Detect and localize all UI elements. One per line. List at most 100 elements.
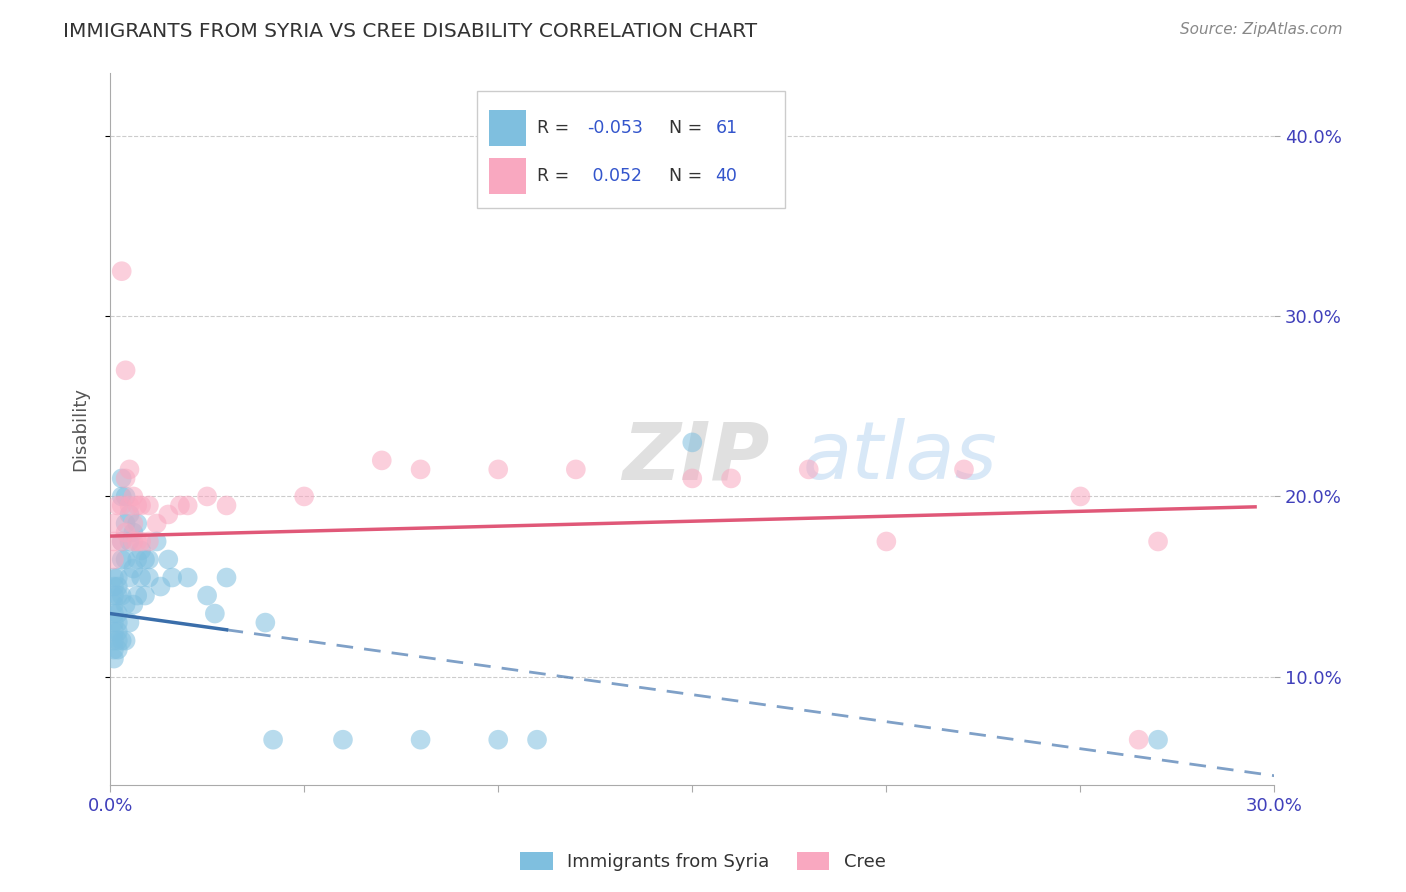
Point [118,508,141,522]
Point [292,490,315,504]
Point [129,543,152,558]
Point [565,462,588,476]
Point [486,462,509,476]
Point [720,471,742,485]
Point [111,589,134,603]
Point [114,525,136,540]
Point [1128,732,1150,747]
Point [681,435,703,450]
Point [111,264,134,278]
Text: R =: R = [537,119,575,136]
Text: N =: N = [669,167,707,186]
Point [177,499,200,513]
Point [107,499,129,513]
Point [114,490,136,504]
Point [103,534,125,549]
Point [797,462,820,476]
Point [118,570,141,584]
Point [114,598,136,612]
Point [107,589,129,603]
Point [138,499,160,513]
Text: ZIP: ZIP [623,418,770,496]
Point [114,552,136,566]
Point [107,607,129,621]
Point [138,534,160,549]
Point [111,471,134,485]
Point [103,552,125,566]
Point [127,499,149,513]
Point [127,516,149,531]
Point [111,552,134,566]
Point [195,589,218,603]
Point [122,561,145,575]
Point [103,580,125,594]
Point [953,462,976,476]
Point [160,570,183,584]
Point [111,534,134,549]
Point [122,598,145,612]
Point [111,490,134,504]
Point [157,508,180,522]
Point [145,516,167,531]
Point [127,552,149,566]
FancyBboxPatch shape [488,110,526,145]
Text: 40: 40 [716,167,738,186]
Point [114,633,136,648]
Point [107,642,129,657]
Point [215,499,238,513]
Point [681,471,703,485]
Point [875,534,897,549]
Point [526,732,548,747]
Point [177,570,200,584]
Point [371,453,394,467]
Point [1147,732,1170,747]
Point [111,534,134,549]
Point [169,499,191,513]
Point [103,516,125,531]
Point [114,363,136,377]
Point [107,580,129,594]
Point [129,534,152,549]
Point [103,607,125,621]
Point [129,570,152,584]
Point [409,462,432,476]
Point [157,552,180,566]
Y-axis label: Disability: Disability [72,387,89,471]
Point [1147,534,1170,549]
Point [262,732,284,747]
Point [114,516,136,531]
Point [195,490,218,504]
Point [118,615,141,630]
Point [254,615,277,630]
Point [103,642,125,657]
Point [138,570,160,584]
Text: IMMIGRANTS FROM SYRIA VS CREE DISABILITY CORRELATION CHART: IMMIGRANTS FROM SYRIA VS CREE DISABILITY… [63,22,758,41]
Point [134,552,156,566]
Point [486,732,509,747]
Legend: Immigrants from Syria, Cree: Immigrants from Syria, Cree [513,845,893,879]
Point [107,615,129,630]
Point [103,651,125,665]
Point [111,499,134,513]
Point [122,525,145,540]
Point [127,589,149,603]
Point [107,570,129,584]
Point [127,534,149,549]
Text: R =: R = [537,167,575,186]
Point [103,570,125,584]
Point [107,633,129,648]
Point [149,580,172,594]
FancyBboxPatch shape [488,159,526,194]
Point [134,589,156,603]
Point [122,516,145,531]
Point [138,552,160,566]
Point [107,624,129,639]
Point [118,462,141,476]
Point [409,732,432,747]
Text: atlas: atlas [803,418,998,496]
Point [129,499,152,513]
Point [103,615,125,630]
Text: N =: N = [669,119,707,136]
Text: -0.053: -0.053 [588,119,644,136]
Point [111,633,134,648]
